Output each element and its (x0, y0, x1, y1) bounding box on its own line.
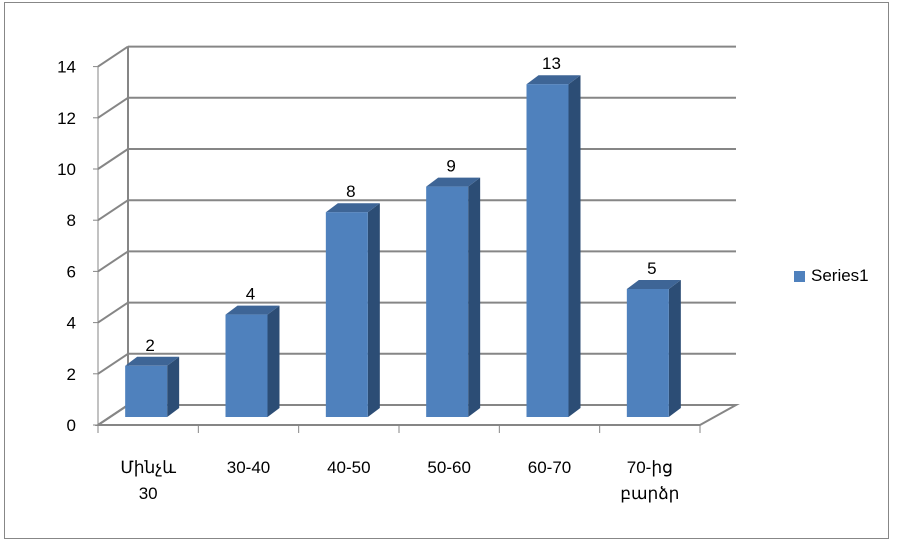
bar (526, 84, 569, 417)
x-tick-label: 70-ից (627, 458, 673, 477)
bar-side (367, 203, 380, 417)
gridline-side (97, 250, 129, 273)
y-tick-label: 10 (57, 160, 76, 179)
data-label: 2 (145, 336, 154, 355)
y-tick-label: 0 (67, 416, 76, 435)
bar-side (167, 356, 180, 417)
bar-top (526, 75, 581, 85)
data-label: 8 (346, 182, 355, 201)
x-tick-label: 30-40 (227, 458, 270, 477)
bar (426, 186, 469, 417)
legend-label-series1: Series1 (811, 266, 869, 285)
y-tick-label: 8 (67, 211, 76, 230)
y-tick-label: 14 (57, 58, 76, 77)
x-tick-label: բարձր (620, 484, 679, 503)
x-tick-label: Մինչև (120, 458, 176, 477)
gridline-side (97, 45, 129, 68)
y-tick-label: 6 (67, 262, 76, 281)
bar-side (568, 75, 581, 417)
y-tick-label: 12 (57, 109, 76, 128)
gridline-side (97, 96, 129, 119)
y-tick-label: 4 (67, 314, 76, 333)
x-tick-label: 50-60 (427, 458, 470, 477)
bar (626, 289, 669, 417)
gridline-side (97, 352, 129, 375)
bar-side (468, 177, 481, 417)
gridline-side (97, 301, 129, 324)
bar-top (125, 356, 180, 366)
bar-top (325, 203, 380, 213)
bar (325, 212, 368, 417)
bar-side (668, 280, 681, 417)
bar-top (626, 280, 681, 289)
legend: Series1 (794, 266, 869, 286)
bar (125, 365, 168, 417)
data-label: 4 (246, 285, 255, 304)
gridline-side (97, 148, 129, 170)
x-tick-label: 40-50 (327, 458, 370, 477)
legend-swatch (794, 270, 805, 282)
data-label: 9 (446, 157, 455, 176)
data-label: 13 (542, 54, 561, 73)
bar-side (267, 305, 280, 417)
x-tick-label: 30 (139, 484, 158, 503)
y-tick-label: 2 (67, 365, 76, 384)
bar-top (225, 305, 280, 315)
data-label: 5 (647, 259, 656, 278)
bar-top (426, 177, 481, 187)
gridline-side (97, 199, 129, 222)
x-tick-label: 60-70 (528, 458, 571, 477)
bar (225, 314, 268, 417)
